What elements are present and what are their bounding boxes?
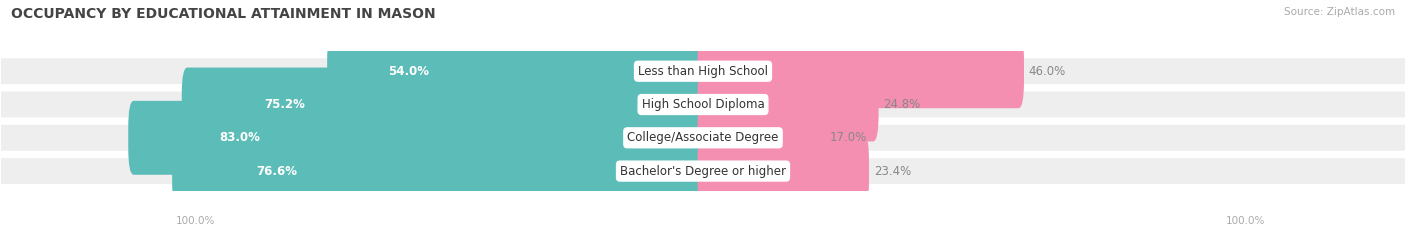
FancyBboxPatch shape: [0, 157, 1406, 185]
Text: College/Associate Degree: College/Associate Degree: [627, 131, 779, 144]
Text: 17.0%: 17.0%: [830, 131, 868, 144]
FancyBboxPatch shape: [328, 34, 709, 108]
FancyBboxPatch shape: [172, 134, 709, 208]
Text: High School Diploma: High School Diploma: [641, 98, 765, 111]
Text: 100.0%: 100.0%: [1226, 216, 1265, 226]
FancyBboxPatch shape: [697, 134, 869, 208]
FancyBboxPatch shape: [128, 101, 709, 175]
FancyBboxPatch shape: [0, 124, 1406, 152]
Text: 75.2%: 75.2%: [264, 98, 305, 111]
Text: Source: ZipAtlas.com: Source: ZipAtlas.com: [1284, 7, 1395, 17]
FancyBboxPatch shape: [0, 91, 1406, 119]
Text: 83.0%: 83.0%: [219, 131, 260, 144]
Text: 23.4%: 23.4%: [873, 164, 911, 178]
Text: 46.0%: 46.0%: [1029, 65, 1066, 78]
Text: 100.0%: 100.0%: [176, 216, 215, 226]
Text: 76.6%: 76.6%: [256, 164, 298, 178]
Text: 24.8%: 24.8%: [883, 98, 921, 111]
Text: OCCUPANCY BY EDUCATIONAL ATTAINMENT IN MASON: OCCUPANCY BY EDUCATIONAL ATTAINMENT IN M…: [11, 7, 436, 21]
Text: Less than High School: Less than High School: [638, 65, 768, 78]
FancyBboxPatch shape: [181, 68, 709, 141]
Text: Bachelor's Degree or higher: Bachelor's Degree or higher: [620, 164, 786, 178]
FancyBboxPatch shape: [0, 57, 1406, 85]
FancyBboxPatch shape: [697, 68, 879, 141]
FancyBboxPatch shape: [697, 101, 825, 175]
FancyBboxPatch shape: [697, 34, 1024, 108]
Text: 54.0%: 54.0%: [388, 65, 429, 78]
